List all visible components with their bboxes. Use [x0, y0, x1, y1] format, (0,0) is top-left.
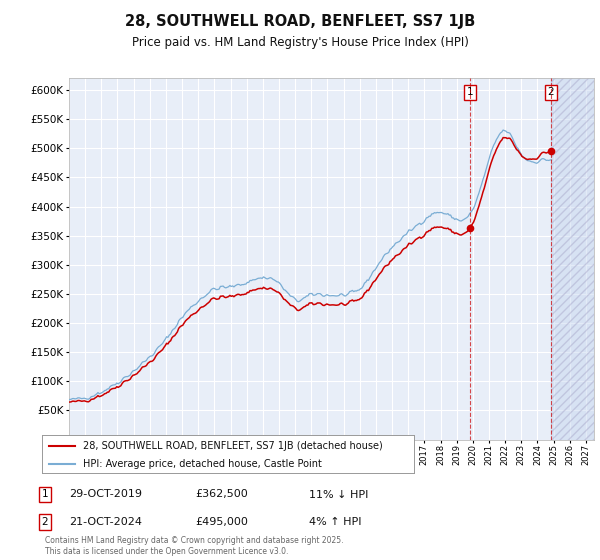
Bar — [551, 78, 594, 440]
Text: HPI: Average price, detached house, Castle Point: HPI: Average price, detached house, Cast… — [83, 459, 322, 469]
Text: 4% ↑ HPI: 4% ↑ HPI — [309, 517, 361, 527]
Text: 29-OCT-2019: 29-OCT-2019 — [69, 489, 142, 500]
Text: 11% ↓ HPI: 11% ↓ HPI — [309, 489, 368, 500]
Text: £495,000: £495,000 — [195, 517, 248, 527]
Text: 28, SOUTHWELL ROAD, BENFLEET, SS7 1JB (detached house): 28, SOUTHWELL ROAD, BENFLEET, SS7 1JB (d… — [83, 441, 383, 451]
Text: 1: 1 — [467, 87, 473, 97]
Text: 21-OCT-2024: 21-OCT-2024 — [69, 517, 142, 527]
Text: £362,500: £362,500 — [195, 489, 248, 500]
Bar — [551, 78, 594, 440]
Text: Contains HM Land Registry data © Crown copyright and database right 2025.
This d: Contains HM Land Registry data © Crown c… — [45, 536, 343, 556]
Text: 1: 1 — [41, 489, 49, 500]
Text: 2: 2 — [548, 87, 554, 97]
Text: 2: 2 — [41, 517, 49, 527]
Text: Price paid vs. HM Land Registry's House Price Index (HPI): Price paid vs. HM Land Registry's House … — [131, 36, 469, 49]
Text: 28, SOUTHWELL ROAD, BENFLEET, SS7 1JB: 28, SOUTHWELL ROAD, BENFLEET, SS7 1JB — [125, 14, 475, 29]
